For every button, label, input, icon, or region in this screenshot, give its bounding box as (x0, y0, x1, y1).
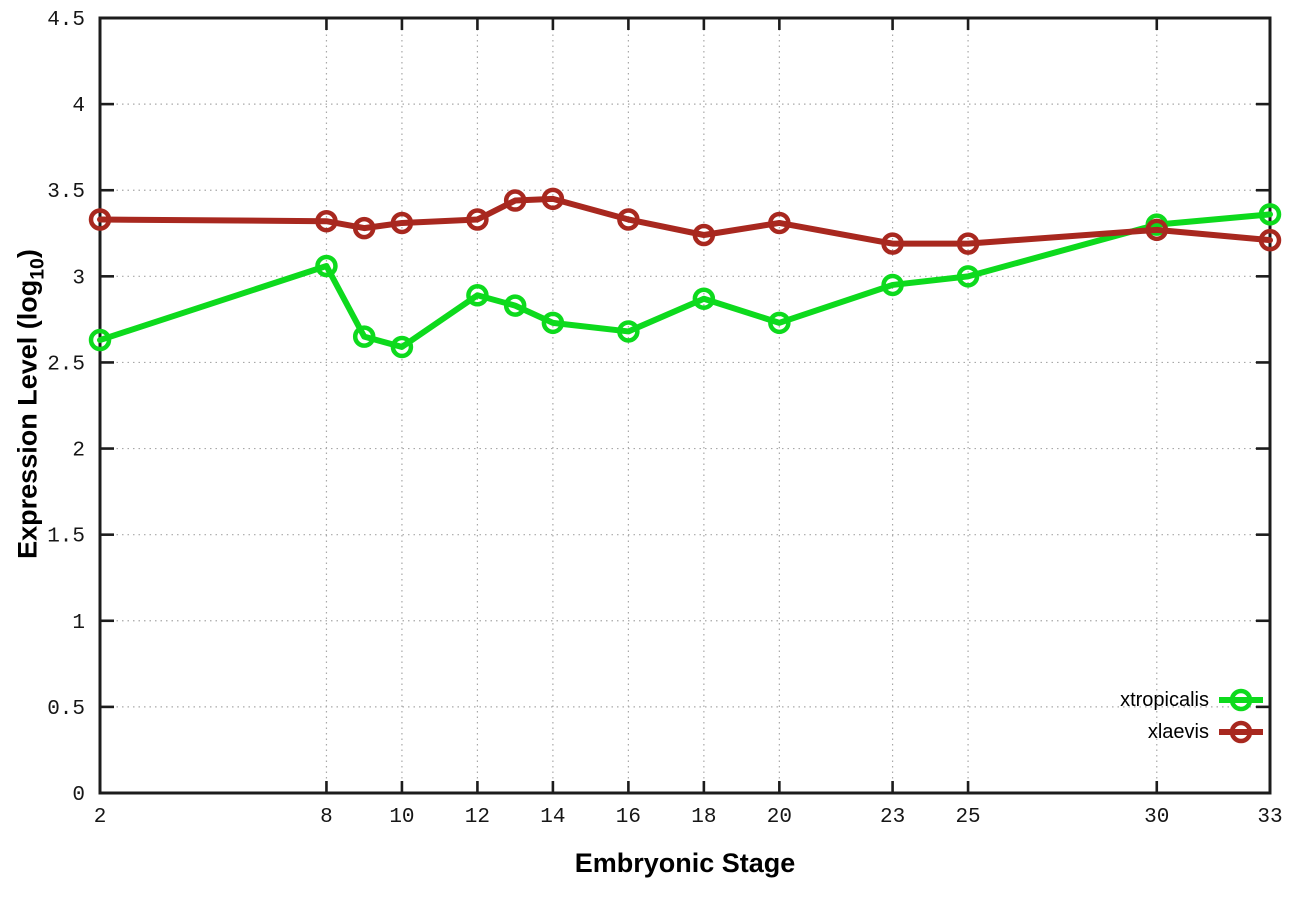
tick-marks (98, 16, 1272, 795)
data-point-xlaevis (88, 208, 112, 231)
legend: xtropicalis xlaevis (1120, 684, 1264, 748)
x-tick-label: 20 (767, 806, 792, 829)
x-tick-label: 25 (955, 806, 980, 829)
data-point-xtropicalis (503, 294, 527, 317)
data-point-xtropicalis (88, 328, 112, 352)
data-point-xtropicalis (315, 254, 338, 278)
y-tick-label: 0 (72, 784, 85, 807)
data-point-xlaevis (1258, 228, 1282, 252)
y-axis-title: Expression Level (log10) (13, 249, 50, 559)
y-axis-title-subscript: 10 (26, 258, 49, 280)
series-line-xtropicalis (97, 211, 1273, 350)
x-tick-label: 2 (94, 806, 107, 829)
data-point-xlaevis (541, 187, 565, 211)
y-tick-label: 4 (72, 95, 85, 118)
data-point-xtropicalis (1258, 203, 1282, 226)
x-tick-label: 18 (691, 806, 716, 829)
y-tick-label: 3.5 (47, 181, 85, 204)
data-point-xtropicalis (768, 311, 791, 335)
data-point-xlaevis (390, 211, 414, 235)
legend-label-xtropicalis: xtropicalis (1120, 688, 1209, 711)
y-tick-label: 2 (72, 440, 85, 463)
y-tick-label: 4.5 (47, 9, 85, 32)
x-tick-label: 8 (320, 806, 333, 829)
x-tick-label: 14 (540, 806, 565, 829)
grid-lines (100, 18, 1271, 793)
data-point-xtropicalis (390, 335, 414, 359)
data-point-xlaevis (1145, 218, 1169, 242)
legend-item-xtropicalis: xtropicalis (1120, 684, 1264, 716)
series-xlaevis (88, 187, 1282, 255)
x-tick-label: 12 (465, 806, 490, 829)
y-axis-title-suffix: ) (12, 249, 43, 259)
series-line-xlaevis (97, 195, 1273, 247)
legend-sample-xlaevis-icon (1219, 720, 1263, 744)
data-point-xtropicalis (466, 284, 489, 307)
x-tick-label: 23 (880, 806, 905, 829)
x-tick-label: 33 (1257, 806, 1282, 829)
data-point-xlaevis (956, 232, 980, 255)
data-point-xlaevis (881, 232, 904, 255)
series-xtropicalis (88, 203, 1282, 359)
data-point-xtropicalis (352, 325, 376, 348)
plot-frame (98, 16, 1272, 795)
data-point-xlaevis (692, 223, 716, 247)
y-axis-title-text: Expression Level (log (12, 279, 43, 559)
tick-labels: 2 8 10 12 14 16 18 20 23 25 30 33 0 0.5 1 1.5 2 2.5 3 3.5 4 4… (47, 9, 1282, 829)
x-tick-label: 30 (1144, 806, 1169, 829)
data-point-xlaevis (768, 211, 791, 235)
legend-label-xlaevis: xlaevis (1147, 720, 1209, 743)
x-tick-label: 10 (389, 806, 414, 829)
legend-item-xlaevis: xlaevis (1120, 716, 1264, 748)
data-point-xtropicalis (956, 265, 980, 288)
data-point-xlaevis (503, 189, 527, 212)
y-tick-label: 1.5 (47, 526, 85, 549)
data-point-xlaevis (466, 208, 489, 231)
y-tick-label: 2.5 (47, 353, 85, 376)
data-point-xtropicalis (881, 273, 904, 297)
x-tick-label: 16 (616, 806, 641, 829)
data-point-xtropicalis (541, 311, 565, 335)
data-point-xtropicalis (692, 287, 716, 310)
data-point-xlaevis (617, 208, 640, 231)
data-point-xlaevis (352, 216, 376, 240)
data-point-xlaevis (315, 209, 338, 233)
y-tick-label: 0.5 (47, 698, 85, 721)
y-tick-label: 3 (72, 267, 85, 290)
y-tick-label: 1 (72, 612, 85, 635)
legend-sample-xtropicalis-icon (1219, 688, 1263, 712)
x-axis-title: Embryonic Stage (574, 848, 796, 878)
data-point-xtropicalis (617, 320, 640, 343)
